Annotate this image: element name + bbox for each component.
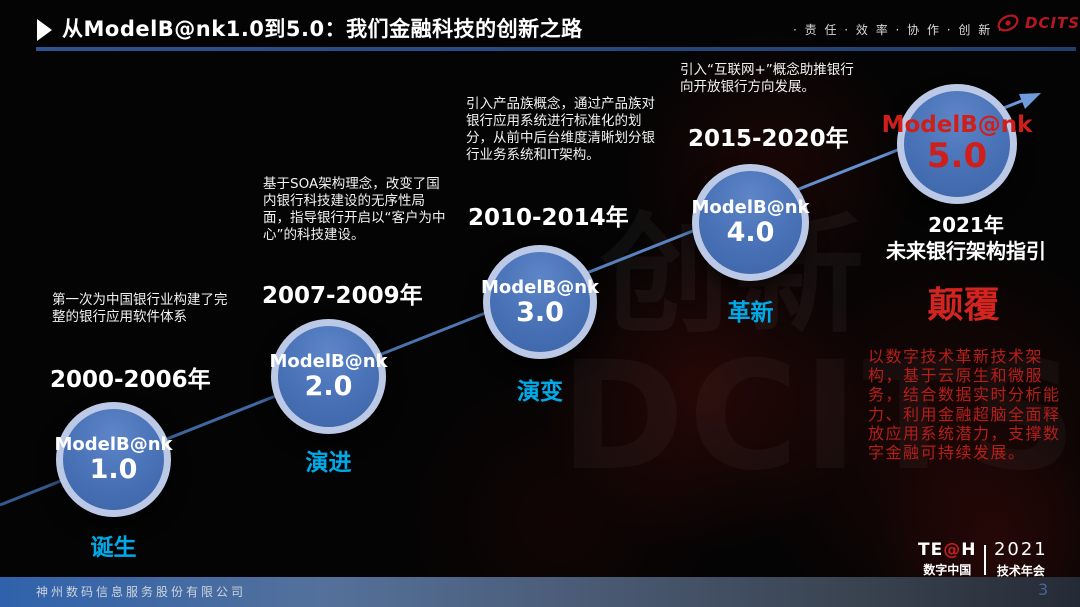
tech-event-logo: TE@H 数字中国 2021 技术年会	[918, 541, 1048, 579]
milestone-3-description: 引入产品族概念，通过产品族对银行应用系统进行标准化的划分，从前中后台维度清晰划分…	[466, 96, 655, 164]
milestone-1-date: 2000-2006年	[50, 367, 211, 393]
event-year: 2021	[993, 539, 1048, 560]
milestone-3-date: 2010-2014年	[468, 205, 629, 231]
milestone-2-date: 2007-2009年	[262, 283, 423, 309]
title-underline	[36, 47, 1076, 51]
milestone-2-bubble: ModelB@nk 2.0	[269, 319, 388, 434]
milestone-1-version: 1.0	[89, 454, 138, 486]
footer-bar	[0, 577, 1080, 607]
dcits-swirl-icon	[997, 14, 1019, 32]
milestone-4-bubble: ModelB@nk 4.0	[691, 164, 810, 281]
footer-company-name: 神州数码信息服务股份有限公司	[36, 585, 247, 599]
milestone-4-stage-label: 革新	[727, 300, 774, 326]
milestone-5-date: 2021年	[928, 213, 1004, 237]
title-bullet-icon	[37, 19, 52, 41]
milestone-5-bubble: ModelB@nk 5.0	[882, 84, 1032, 204]
milestone-5-date-block: 2021年 未来银行架构指引	[866, 212, 1066, 264]
page-title: 从ModelB@nk1.0到5.0：我们金融科技的创新之路	[62, 17, 583, 41]
milestone-4-date: 2015-2020年	[688, 126, 849, 152]
milestone-5-subtitle: 未来银行架构指引	[886, 239, 1046, 263]
dcits-logo: DCITS	[995, 13, 1080, 33]
milestone-5-description: 以数字技术革新技术架构，基于云原生和微服务，结合数据实时分析能力、利用金融超脑全…	[868, 347, 1061, 462]
milestone-1-description: 第一次为中国银行业构建了完整的银行应用软件体系	[52, 292, 228, 326]
page-number: 3	[1038, 580, 1049, 599]
milestone-4-version: 4.0	[726, 217, 775, 249]
event-title: 技术年会	[996, 564, 1045, 578]
milestone-1-product: ModelB@nk	[54, 434, 173, 456]
dcits-logo-text: DCITS	[1025, 14, 1080, 32]
milestone-1-bubble: ModelB@nk 1.0	[54, 402, 173, 517]
milestone-2-description: 基于SOA架构理念，改变了国内银行科技建设的无序性局面，指导银行开启以“客户为中…	[263, 176, 446, 244]
milestone-1-stage-label: 诞生	[90, 535, 137, 561]
milestone-3-stage-label: 演变	[517, 379, 563, 405]
milestone-3-product: ModelB@nk	[480, 276, 600, 298]
milestone-5-version: 5.0	[926, 136, 988, 177]
company-slogan: · 责 任 · 效 率 · 协 作 · 创 新 ·	[793, 23, 1004, 37]
tech-logo-swirl-icon: @	[943, 540, 962, 560]
milestone-2-product: ModelB@nk	[269, 351, 388, 373]
tech-logo-te: TE	[918, 540, 944, 560]
tech-logo-subtitle: 数字中国	[923, 563, 972, 577]
milestone-4-product: ModelB@nk	[691, 197, 810, 219]
milestone-3-version: 3.0	[516, 296, 564, 328]
milestone-4-description: 引入“互联网+”概念助推银行向开放银行方向发展。	[680, 62, 854, 96]
logo-divider	[984, 545, 986, 575]
milestone-3-bubble: ModelB@nk 3.0	[480, 245, 600, 359]
milestone-2-stage-label: 演进	[305, 450, 352, 476]
milestone-2-version: 2.0	[304, 371, 353, 403]
milestone-5-stage-label: 颠覆	[927, 285, 1000, 326]
tech-logo-h: H	[961, 540, 977, 560]
tech-logo-wordmark: TE@H	[918, 542, 976, 559]
milestone-5-product: ModelB@nk	[881, 112, 1033, 139]
